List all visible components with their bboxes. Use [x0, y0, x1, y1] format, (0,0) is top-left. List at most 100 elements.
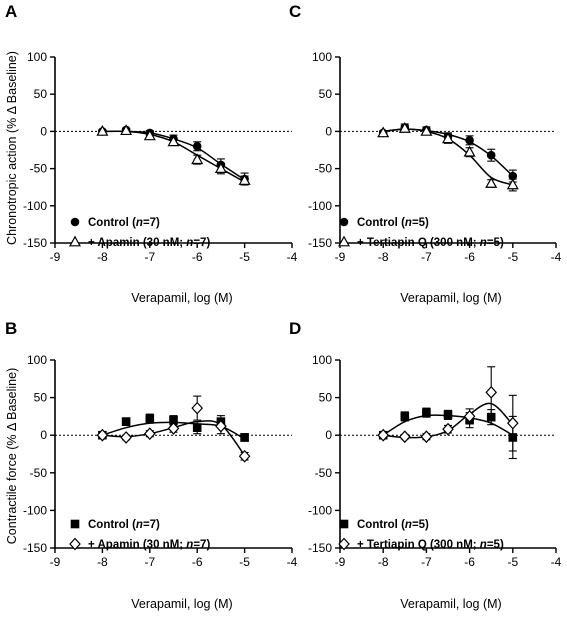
data-point-series-1	[145, 414, 155, 423]
data-point-series-2	[420, 124, 433, 136]
data-point-series-2	[120, 431, 132, 444]
y-tick-label: 0	[40, 124, 47, 138]
legend-marker-1	[70, 217, 80, 227]
legend-marker-2	[338, 537, 350, 551]
data-point-series-2	[506, 178, 519, 190]
y-tick-label: 100	[27, 353, 47, 367]
y-axis-title-a: Chronotropic action (% Δ Baseline)	[5, 51, 19, 245]
legend-d: Control (n=5) + Tertiapin Q (300 nM; n=5)	[338, 519, 504, 551]
panel-b: B Contractile force (% Δ Baseline) Verap…	[5, 319, 298, 611]
data-point-series-1	[508, 171, 518, 181]
panel-letter-b: B	[5, 319, 17, 338]
y-tick-label: 100	[27, 50, 47, 64]
data-point-series-2	[463, 410, 476, 423]
y-tick-label: 0	[325, 428, 332, 442]
x-tick-label: -7	[421, 555, 432, 569]
legend-marker-2	[69, 537, 81, 551]
data-point-series-2	[191, 153, 204, 165]
y-tick-label: -100	[308, 199, 332, 213]
x-tick-label: -4	[287, 555, 298, 569]
legend-label-2: + Apamin (30 nM; n=7)	[88, 237, 210, 249]
data-point-series-2	[238, 174, 251, 185]
legend-label-1: Control (n=7)	[88, 519, 160, 531]
legend-label-1: Control (n=5)	[357, 217, 429, 229]
axes-d: -150 -100 -50 0 50 100 -9 -8 -7 -6 -5 -4	[308, 353, 562, 569]
legend-marker-2	[337, 235, 351, 247]
y-tick-label: -150	[308, 236, 332, 250]
data-point-series-2	[96, 428, 109, 442]
data-point-series-2	[215, 419, 227, 433]
data-point-series-2	[441, 132, 455, 144]
data-point-series-2	[143, 427, 156, 441]
legend-label-1: Control (n=7)	[88, 217, 160, 229]
x-tick-label: -9	[50, 555, 61, 569]
data-point-series-1	[192, 141, 202, 151]
data-point-series-2	[191, 401, 204, 415]
x-tick-label: -9	[335, 555, 346, 569]
x-tick-label: -4	[551, 555, 562, 569]
y-tick-label: -50	[315, 466, 333, 480]
x-tick-label: -5	[239, 250, 250, 264]
legend-label-2: + Tertiapin Q (300 nM; n=5)	[357, 237, 504, 249]
panel-c: C Verapamil, log (M) -150 -100 -50 0 50 100 -9…	[289, 2, 562, 305]
data-point-series-1	[443, 410, 453, 420]
y-tick-label: -150	[23, 236, 47, 250]
data-point-series-1	[486, 150, 496, 160]
legend-label-2: + Apamin (30 nM; n=7)	[88, 539, 210, 551]
plot-a	[96, 124, 251, 186]
y-axis-title-b: Contractile force (% Δ Baseline)	[5, 368, 19, 544]
x-tick-label: -7	[421, 250, 432, 264]
data-point-series-2	[167, 135, 180, 147]
x-tick-label: -4	[287, 250, 298, 264]
panel-letter-c: C	[289, 2, 301, 21]
legend-a: Control (n=7) + Apamin (30 nM; n=7)	[68, 217, 210, 249]
y-tick-label: -100	[23, 503, 47, 517]
data-point-series-2	[377, 428, 390, 442]
y-tick-label: 100	[312, 353, 332, 367]
x-axis-title-b: Verapamil, log (M)	[131, 597, 232, 611]
y-tick-label: 0	[40, 428, 47, 442]
y-tick-label: -100	[308, 503, 332, 517]
legend-marker-2	[68, 235, 82, 247]
y-tick-label: -50	[30, 466, 48, 480]
data-point-series-2	[485, 385, 498, 399]
panel-d: D Verapamil, log (M) -150 -100 -50 0 50 100 -9…	[289, 319, 562, 611]
y-tick-label: -150	[308, 541, 332, 555]
x-tick-label: -8	[378, 555, 389, 569]
data-point-series-1	[422, 408, 431, 417]
axes-a: -150 -100 -50 0 50 100 -9 -8 -7 -6 -5 -4	[23, 50, 298, 264]
y-tick-label: 0	[325, 124, 332, 138]
x-tick-label: -7	[144, 555, 155, 569]
data-point-series-1	[240, 433, 249, 442]
axes-b: -150 -100 -50 0 50 100 -9 -8 -7 -6 -5 -4	[23, 353, 298, 569]
y-tick-label: -50	[30, 162, 48, 176]
data-point-series-2	[167, 422, 180, 435]
x-tick-label: -6	[464, 250, 475, 264]
plot-c	[377, 121, 519, 192]
y-tick-label: -100	[23, 199, 47, 213]
x-tick-label: -9	[335, 250, 346, 264]
x-tick-label: -6	[464, 555, 475, 569]
data-point-series-1	[121, 417, 131, 426]
x-axis-title-c: Verapamil, log (M)	[400, 291, 501, 305]
data-point-series-1	[169, 415, 178, 425]
legend-label-2: + Tertiapin Q (300 nM; n=5)	[357, 539, 504, 551]
legend-b: Control (n=7) + Apamin (30 nM; n=7)	[69, 519, 210, 551]
x-tick-label: -6	[192, 555, 203, 569]
x-tick-label: -5	[507, 555, 518, 569]
data-point-series-2	[143, 129, 156, 141]
panel-letter-d: D	[289, 319, 301, 338]
data-point-series-2	[442, 422, 454, 436]
data-point-series-2	[398, 430, 411, 444]
y-tick-label: -150	[23, 541, 47, 555]
x-tick-label: -5	[239, 555, 250, 569]
x-tick-label: -9	[50, 250, 61, 264]
x-tick-label: -6	[192, 250, 203, 264]
legend-marker-1	[339, 519, 349, 529]
y-tick-label: 50	[34, 87, 48, 101]
x-axis-title-a: Verapamil, log (M)	[131, 291, 232, 305]
y-tick-label: 50	[34, 391, 48, 405]
data-point-series-2	[238, 449, 251, 463]
data-point-series-2	[377, 126, 390, 138]
